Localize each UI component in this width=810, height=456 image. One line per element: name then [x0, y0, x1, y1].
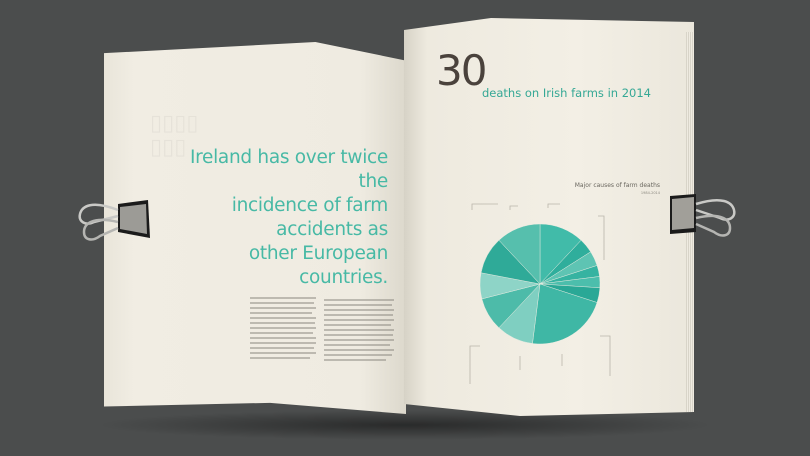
headline-line-2: incidence of farm accidents as: [231, 195, 389, 240]
binder-clip-left: [78, 200, 150, 241]
headline-line-3: other European countries.: [248, 243, 388, 288]
chart-subtitle: 1984-2014: [640, 191, 660, 195]
pie-chart: [469, 203, 611, 384]
chart-title: Major causes of farm deaths: [574, 182, 660, 189]
right-page: [404, 18, 694, 416]
book-shadow: [95, 410, 715, 440]
body-column-left: [250, 297, 316, 359]
leader-lines: [469, 203, 611, 384]
headline: Ireland has over twice the incidence of …: [160, 146, 388, 290]
pie-slices: [479, 223, 601, 345]
pie-slice-7: [532, 283, 598, 345]
pie-slice-12: [498, 223, 541, 285]
stat-number: 30: [436, 46, 487, 95]
ghost-show-through-text: ▯▯▯▯▯▯▯: [150, 112, 198, 160]
headline-line-1: Ireland has over twice the: [189, 147, 388, 192]
binder-clip-right: [670, 194, 736, 237]
left-page: [104, 42, 406, 414]
stat-label: deaths on Irish farms in 2014: [482, 86, 651, 100]
body-column-right: [324, 299, 394, 361]
